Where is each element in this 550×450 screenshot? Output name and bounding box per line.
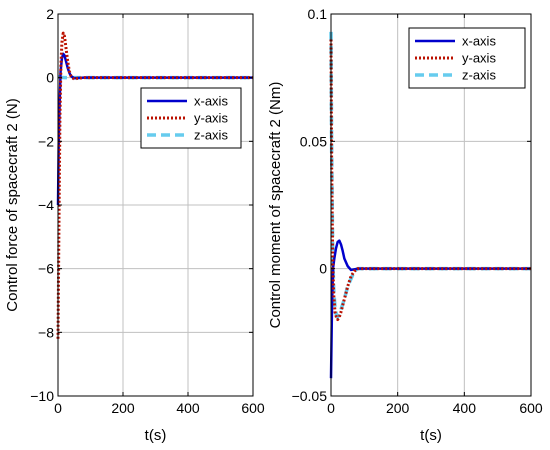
legend-label-y-axis: y-axis [194, 111, 228, 126]
x-tick-label: 400 [453, 400, 477, 416]
chart-panel-1: 0 200 400 600 −10 −8 −6 −4 −2 0 2 t(s) Control force… [4, 6, 265, 444]
y-tick-label: −10 [30, 388, 54, 404]
x-tick-label: 600 [241, 400, 265, 416]
axes-frame [330, 13, 532, 397]
legend-box [140, 87, 242, 149]
x-tick-label: 0 [327, 400, 335, 416]
legend-label-z-axis: z-axis [462, 68, 496, 83]
x-tick-label: 0 [54, 400, 62, 416]
y-tick-label: 0 [46, 70, 54, 86]
y-tick-label: −2 [38, 133, 54, 149]
x-axis-label: t(s) [420, 427, 442, 444]
x-tick-label: 200 [386, 400, 410, 416]
legend: x-axis y-axis z-axis [408, 27, 526, 89]
y-tick-label: 0.1 [308, 6, 328, 22]
x-tick-label: 200 [111, 400, 135, 416]
x-tick-label: 400 [176, 400, 200, 416]
legend-label-z-axis: z-axis [194, 128, 228, 143]
y-tick-label: 2 [46, 6, 54, 22]
y-tick-label: −6 [38, 261, 54, 277]
legend-label-y-axis: y-axis [462, 51, 496, 66]
y-tick-label: 0 [319, 261, 327, 277]
series-line-y-axis [56, 31, 253, 339]
y-tick-label: −4 [38, 197, 54, 213]
legend-label-x-axis: x-axis [194, 94, 228, 109]
y-tick-label: 0.05 [300, 133, 327, 149]
y-axis-label: Control moment of spacecraft 2 (Nm) [267, 82, 284, 329]
y-tick-label: −0.05 [292, 388, 328, 404]
x-axis-label: t(s) [145, 427, 167, 444]
legend-label-x-axis: x-axis [462, 34, 496, 49]
y-axis-label: Control force of spacecraft 2 (N) [4, 98, 21, 311]
legend: x-axis y-axis z-axis [140, 87, 242, 149]
y-tick-label: −8 [38, 324, 54, 340]
x-tick-label: 600 [519, 400, 543, 416]
